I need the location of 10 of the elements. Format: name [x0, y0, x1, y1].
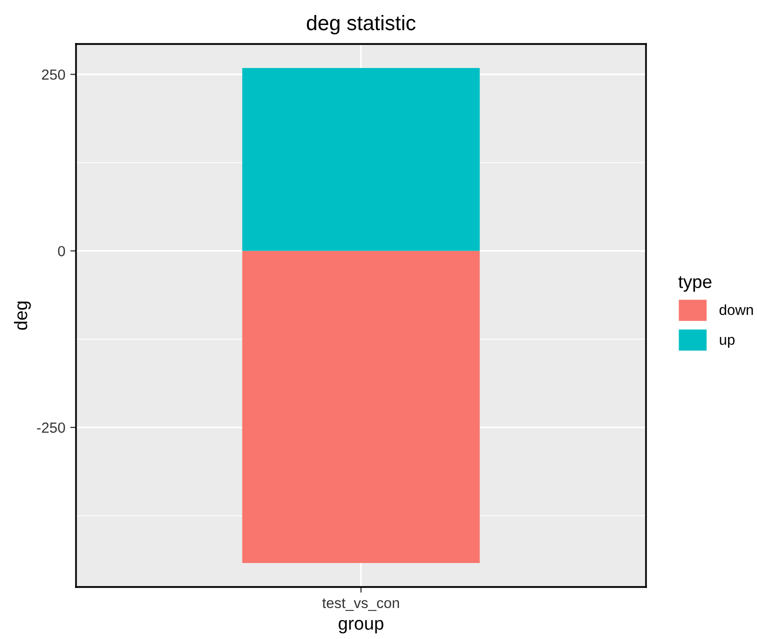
- legend-label: up: [720, 336, 735, 348]
- y-axis-title: deg: [14, 302, 31, 330]
- x-axis-title: group: [338, 620, 384, 634]
- legend-title: type: [678, 276, 712, 292]
- y-tick-label: 0: [58, 246, 66, 256]
- y-tick-label: -250: [37, 422, 66, 433]
- x-tick-label: test_vs_con: [322, 598, 399, 611]
- legend-label: down: [720, 304, 753, 316]
- y-tick-label: 250: [42, 69, 66, 80]
- chart-title: deg statistic: [306, 15, 416, 34]
